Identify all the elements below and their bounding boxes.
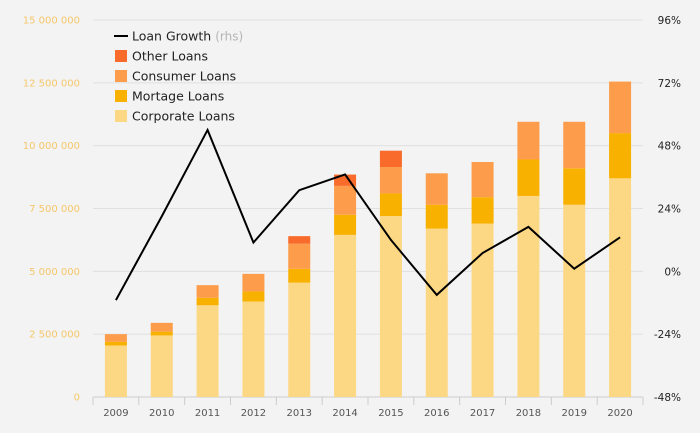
legend-label: Loan Growth (rhs)	[132, 29, 243, 44]
bar-segment	[288, 268, 311, 283]
bar-segment	[150, 322, 173, 332]
x-tick-label: 2010	[149, 408, 174, 419]
right-tick-label: -24%	[654, 329, 681, 341]
bar-segment	[242, 291, 265, 302]
x-tick-label: 2019	[562, 408, 587, 419]
legend-label-text: Corporate Loans	[132, 109, 235, 124]
bar-segment	[425, 228, 448, 397]
right-tick-label: -48%	[654, 392, 681, 404]
bar-segment	[471, 162, 494, 198]
legend-label-text: Loan Growth	[132, 29, 211, 44]
bar-segment	[242, 273, 265, 292]
legend-note: (rhs)	[215, 30, 243, 44]
left-tick-label: 15 000 000	[23, 16, 80, 27]
x-tick-label: 2013	[287, 408, 312, 419]
bar-segment	[334, 234, 357, 397]
legend-label-text: Other Loans	[132, 49, 208, 64]
bar-segment	[334, 214, 357, 235]
x-tick-label: 2012	[241, 408, 266, 419]
right-tick-label: 48%	[658, 141, 681, 153]
x-tick-label: 2015	[378, 408, 403, 419]
x-tick-label: 2020	[607, 408, 632, 419]
bar-segment	[563, 204, 586, 397]
x-tick-label: 2016	[424, 408, 449, 419]
bar-segment	[334, 174, 357, 186]
right-tick-label: 24%	[658, 204, 681, 216]
right-tick-label: 72%	[658, 78, 681, 90]
bar-segment	[517, 159, 540, 196]
legend-box-swatch	[115, 90, 127, 102]
bar-segment	[379, 150, 402, 168]
loan-growth-line	[115, 127, 621, 301]
legend-box-swatch	[115, 50, 127, 62]
bar-segment	[379, 216, 402, 397]
left-tick-label: 5 000 000	[29, 267, 80, 278]
bar-segment	[609, 178, 632, 397]
legend-label: Corporate Loans	[132, 109, 235, 124]
bar-segment	[563, 168, 586, 205]
bar-segment	[517, 195, 540, 397]
bar-segment	[379, 193, 402, 217]
right-tick-label: 96%	[658, 15, 681, 27]
x-tick-label: 2014	[332, 408, 357, 419]
legend-label-text: Consumer Loans	[132, 69, 236, 84]
left-tick-label: 0	[74, 393, 80, 404]
left-tick-label: 12 500 000	[23, 78, 80, 89]
legend-label-text: Mortage Loans	[132, 89, 224, 104]
bar-segment	[609, 133, 632, 179]
legend-box-swatch	[115, 70, 127, 82]
bar-segment	[334, 185, 357, 215]
x-tick-label: 2011	[195, 408, 220, 419]
bar-segment	[196, 305, 219, 397]
bar-segment	[609, 81, 632, 134]
bar-segment	[288, 282, 311, 397]
bar-segment	[196, 285, 219, 298]
bar-segment	[471, 197, 494, 224]
bar-segment	[196, 297, 219, 306]
x-tick-label: 2018	[516, 408, 541, 419]
bar-segment	[563, 121, 586, 169]
legend-label: Mortage Loans	[132, 89, 224, 104]
x-tick-label: 2009	[103, 408, 128, 419]
bar-segment	[288, 236, 311, 244]
bar-segment	[150, 331, 173, 336]
bar-segment	[288, 243, 311, 269]
bar-segment	[517, 121, 540, 160]
bar-segment	[104, 345, 127, 397]
legend-label: Other Loans	[132, 49, 208, 64]
bar-segment	[242, 301, 265, 397]
bar-segment	[150, 335, 173, 397]
bar-segment	[379, 167, 402, 194]
left-tick-label: 2 500 000	[29, 330, 80, 341]
left-tick-label: 7 500 000	[29, 204, 80, 215]
bar-segment	[104, 334, 127, 342]
bar-segment	[425, 173, 448, 205]
legend-box-swatch	[115, 110, 127, 122]
legend-label: Consumer Loans	[132, 69, 236, 84]
right-tick-label: 0%	[664, 266, 681, 278]
x-tick-label: 2017	[470, 408, 495, 419]
bar-segment	[425, 204, 448, 229]
bar-segment	[471, 223, 494, 397]
bar-segment	[104, 341, 127, 346]
left-tick-label: 10 000 000	[23, 141, 80, 152]
